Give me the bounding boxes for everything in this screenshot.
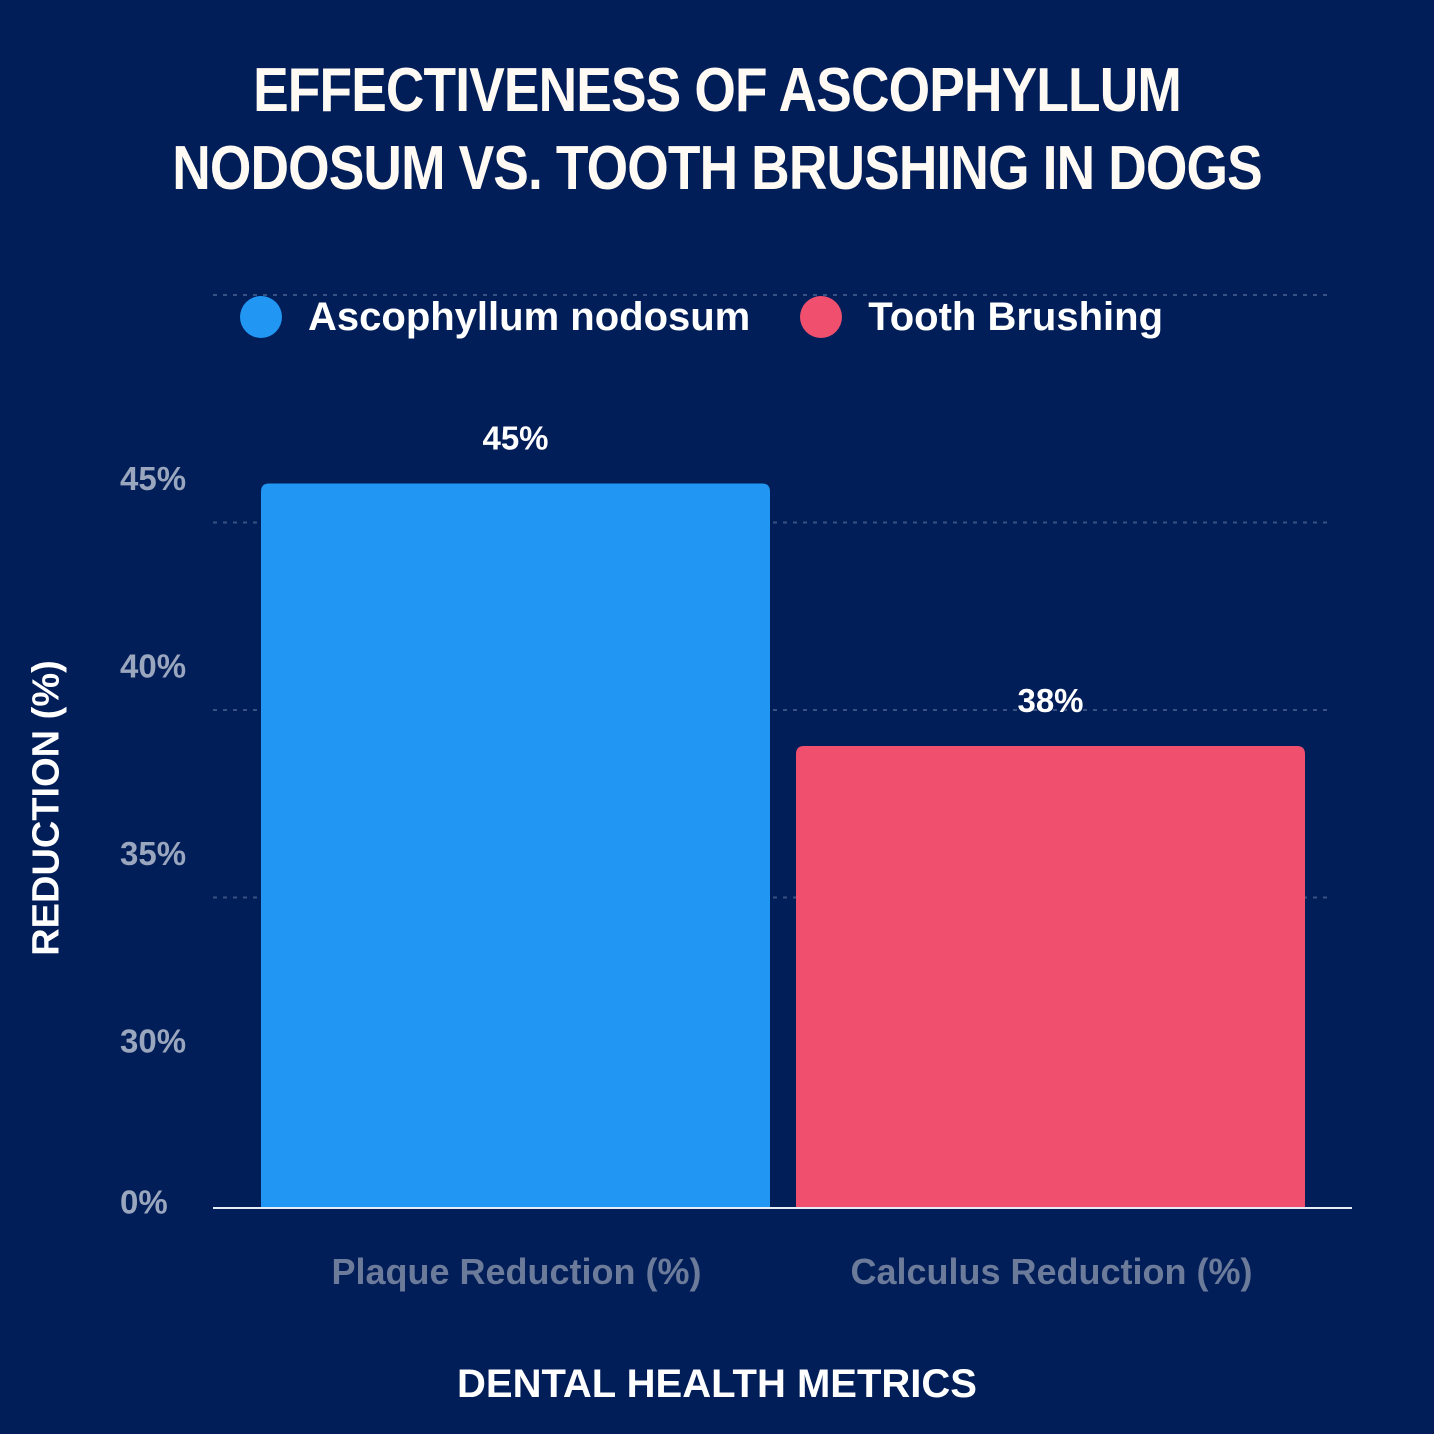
x-tick-label-1: Calculus Reduction (%) [850, 1251, 1252, 1292]
y-tick-label-0: 0% [120, 1184, 168, 1221]
legend-swatch-ascophyllum [240, 296, 282, 338]
bar-value-label-1: 38% [1017, 682, 1083, 719]
bar-plaque-ascophyllum [261, 483, 770, 1207]
legend-item-ascophyllum: Ascophyllum nodosum [240, 295, 750, 340]
legend-item-tooth-brushing: Tooth Brushing [800, 295, 1163, 340]
chart-title-line-2: NODOSUM VS. TOOTH BRUSHING IN DOGS [172, 134, 1262, 203]
bar-calculus-tooth-brushing [796, 746, 1305, 1207]
legend-label-tooth-brushing: Tooth Brushing [868, 294, 1163, 339]
chart-title-line-1: EFFECTIVENESS OF ASCOPHYLLUM [253, 56, 1182, 125]
x-tick-label-0: Plaque Reduction (%) [331, 1251, 701, 1292]
chart-title: EFFECTIVENESS OF ASCOPHYLLUM NODOSUM VS.… [100, 52, 1333, 208]
y-tick-label-40: 40% [120, 648, 186, 685]
y-tick-label-30: 30% [120, 1023, 186, 1060]
x-axis-label: DENTAL HEALTH METRICS [457, 1362, 977, 1406]
y-tick-label-45: 45% [120, 460, 186, 497]
bar-value-label-0: 45% [482, 420, 548, 457]
legend-label-ascophyllum: Ascophyllum nodosum [308, 294, 751, 339]
legend-swatch-tooth-brushing [800, 296, 843, 338]
legend: Ascophyllum nodosum Tooth Brushing [240, 292, 1213, 342]
y-tick-label-35: 35% [120, 835, 186, 872]
